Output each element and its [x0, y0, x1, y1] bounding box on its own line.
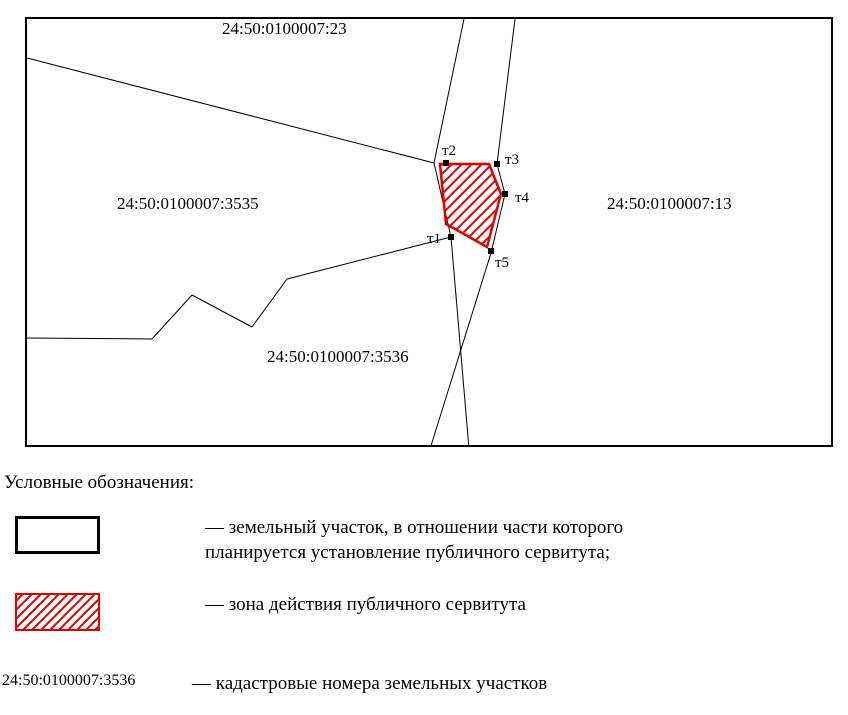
turning-point-marker	[443, 160, 449, 166]
parcel-boundary-line	[434, 19, 464, 163]
legend-symbol-servitude-zone	[15, 593, 105, 631]
parcel-cadastral-number: 24:50:0100007:13	[607, 194, 732, 214]
turning-point-label: т3	[505, 152, 519, 169]
parcel-boundary-line	[497, 19, 515, 164]
turning-point-marker	[448, 234, 454, 240]
cadastral-number-example: 24:50:0100007:3536	[2, 672, 157, 690]
legend-item-description: — земельный участок, в отношении части к…	[205, 516, 623, 565]
turning-point-marker	[494, 161, 500, 167]
turning-point-marker	[502, 191, 508, 197]
turning-point-label: т5	[495, 255, 509, 272]
parcel-boundary-line	[27, 338, 152, 339]
servitude-hatch-icon	[15, 593, 105, 631]
legend-item: 24:50:0100007:3536 — кадастровые номера з…	[2, 672, 547, 697]
parcel-boundary-line	[27, 58, 434, 163]
legend-item-description: — зона действия публичного сервитута	[205, 593, 526, 618]
legend-title: Условные обозначения:	[4, 472, 194, 494]
turning-point-label: т4	[515, 190, 529, 207]
turning-point-label: т1	[427, 231, 441, 248]
turning-point-label: т2	[442, 143, 456, 160]
parcel-boundary-line	[152, 295, 192, 339]
legend-item: — зона действия публичного сервитута	[15, 593, 526, 631]
legend-symbol-cadastral-number: 24:50:0100007:3536	[2, 672, 157, 690]
legend-symbol-parcel-outline	[15, 516, 105, 554]
parcel-cadastral-number: 24:50:0100007:3536	[267, 347, 409, 367]
turning-point-marker	[488, 248, 494, 254]
parcel-boundary-line	[252, 279, 287, 327]
parcel-cadastral-number: 24:50:0100007:3535	[117, 194, 259, 214]
parcel-boundary-line	[451, 237, 469, 445]
parcel-boundary-line	[192, 295, 252, 327]
parcel-cadastral-number: 24:50:0100007:23	[222, 19, 347, 39]
cadastral-map-frame: 24:50:0100007:23 24:50:0100007:3535 24:50:…	[25, 17, 833, 447]
legend-item-description: — кадастровые номера земельных участков	[192, 672, 547, 697]
legend-item: — земельный участок, в отношении части к…	[15, 516, 623, 565]
parcel-outline-icon	[15, 516, 100, 554]
